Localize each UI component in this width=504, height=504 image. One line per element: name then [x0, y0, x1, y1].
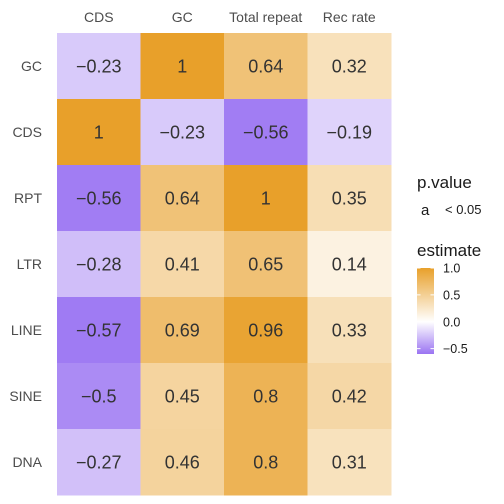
- cell-value-label: 0.64: [165, 189, 200, 209]
- heatmap-cell: [140, 33, 225, 100]
- heatmap-cell: [57, 231, 141, 298]
- heatmap-cell: [140, 165, 225, 232]
- cell-value-label: −0.28: [76, 255, 122, 275]
- heatmap-cell: [307, 99, 392, 166]
- heatmap-cell: [57, 429, 141, 496]
- heatmap-cell: [224, 165, 308, 232]
- cell-value-label: −0.5: [81, 387, 117, 407]
- column-label: CDS: [84, 9, 114, 25]
- heatmap-cell: [307, 297, 392, 364]
- heatmap-cell: [57, 99, 141, 166]
- cell-value-label: 1: [177, 57, 187, 77]
- heatmap-cell: [224, 297, 308, 364]
- cell-value-label: 0.42: [332, 387, 367, 407]
- cell-value-label: 0.45: [165, 387, 200, 407]
- column-label: Rec rate: [323, 9, 376, 25]
- legend-colorbar: [417, 268, 434, 354]
- row-label: DNA: [12, 454, 42, 470]
- legend-tick-label: 0.5: [443, 288, 460, 302]
- heatmap-cell: [307, 231, 392, 298]
- legend-pvalue-label: < 0.05: [445, 202, 482, 217]
- cell-value-label: 0.31: [332, 453, 367, 473]
- legend-tick-label: −0.5: [443, 342, 468, 356]
- heatmap-cell: [224, 33, 308, 100]
- row-label: LTR: [17, 256, 42, 272]
- cell-value-label: 0.32: [332, 57, 367, 77]
- heatmap-cell: [307, 33, 392, 100]
- heatmap-cell: [224, 363, 308, 430]
- cell-value-label: −0.27: [76, 453, 122, 473]
- heatmap-cell: [224, 99, 308, 166]
- heatmap-cell: [307, 165, 392, 232]
- heatmap-cell: [57, 363, 141, 430]
- row-label: LINE: [11, 322, 42, 338]
- cell-value-label: 0.46: [165, 453, 200, 473]
- heatmap-cell: [307, 429, 392, 496]
- heatmap-cell-labels: −0.23 1 0.64 0.32 1 −0.23 −0.56 −0.19 −0.56 0.64 1…: [76, 57, 372, 473]
- heatmap-cell: [307, 363, 392, 430]
- legend-estimate-title: estimate: [417, 241, 481, 260]
- column-label: GC: [172, 9, 193, 25]
- legend: p.value a < 0.05 estimate 1.0 0.5 0.0 −0.5: [417, 173, 482, 356]
- column-labels: CDS GC Total repeat Rec rate: [84, 9, 376, 25]
- heatmap-cell: [140, 429, 225, 496]
- cell-value-label: 1: [94, 123, 104, 143]
- heatmap-cells: [57, 33, 392, 496]
- cell-value-label: 0.65: [248, 255, 283, 275]
- cell-value-label: 0.35: [332, 189, 367, 209]
- cell-value-label: 0.69: [165, 321, 200, 341]
- cell-value-label: −0.57: [76, 321, 122, 341]
- legend-tick-label: 1.0: [443, 262, 460, 276]
- column-label: Total repeat: [229, 9, 302, 25]
- row-labels: GC CDS RPT LTR LINE SINE DNA: [9, 58, 42, 470]
- cell-value-label: 0.14: [332, 255, 367, 275]
- legend-ticks: 1.0 0.5 0.0 −0.5: [417, 262, 468, 356]
- legend-pvalue-title: p.value: [417, 173, 472, 192]
- heatmap-cell: [57, 165, 141, 232]
- heatmap-cell: [224, 231, 308, 298]
- cell-value-label: 0.64: [248, 57, 283, 77]
- cell-value-label: −0.56: [76, 189, 122, 209]
- heatmap-cell: [140, 363, 225, 430]
- cell-value-label: 0.96: [248, 321, 283, 341]
- legend-tick-label: 0.0: [443, 315, 460, 329]
- heatmap-cell: [224, 429, 308, 496]
- cell-value-label: −0.56: [243, 123, 289, 143]
- row-label: SINE: [9, 388, 42, 404]
- heatmap-cell: [57, 297, 141, 364]
- heatmap-cell: [140, 99, 225, 166]
- row-label: CDS: [12, 124, 42, 140]
- cell-value-label: 0.8: [253, 387, 278, 407]
- cell-value-label: 0.33: [332, 321, 367, 341]
- heatmap-cell: [140, 297, 225, 364]
- heatmap-cell: [57, 33, 141, 100]
- row-label: RPT: [14, 190, 42, 206]
- cell-value-label: 0.41: [165, 255, 200, 275]
- row-label: GC: [21, 58, 42, 74]
- cell-value-label: −0.23: [159, 123, 205, 143]
- cell-value-label: 0.8: [253, 453, 278, 473]
- heatmap-cell: [140, 231, 225, 298]
- legend-pvalue-key: a: [421, 202, 430, 219]
- cell-value-label: −0.23: [76, 57, 122, 77]
- cell-value-label: −0.19: [326, 123, 372, 143]
- cell-value-label: 1: [261, 189, 271, 209]
